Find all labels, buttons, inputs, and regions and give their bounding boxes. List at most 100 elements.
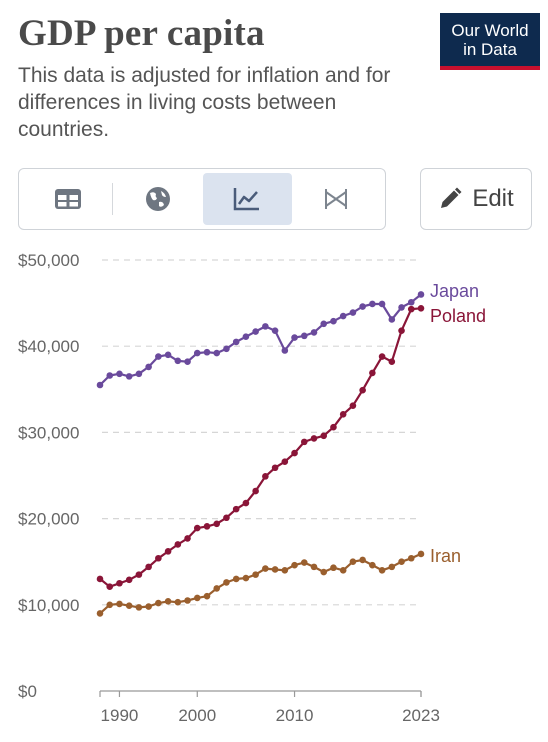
series-poland xyxy=(96,304,425,590)
data-point-iran xyxy=(388,563,396,571)
data-point-japan xyxy=(164,351,172,359)
y-tick-label: $20,000 xyxy=(18,510,79,529)
data-point-japan xyxy=(252,328,259,335)
data-point-japan xyxy=(291,334,298,341)
globe-icon xyxy=(145,187,170,211)
data-point-iran xyxy=(349,558,357,565)
data-point-japan xyxy=(232,338,240,346)
data-point-japan xyxy=(106,372,114,379)
data-point-japan xyxy=(184,358,191,366)
tab-table[interactable] xyxy=(23,173,112,225)
data-point-iran xyxy=(242,574,250,582)
data-point-poland xyxy=(281,458,289,466)
data-point-poland xyxy=(232,505,240,513)
data-point-iran xyxy=(203,592,211,600)
data-point-poland xyxy=(223,514,230,522)
tab-slope[interactable] xyxy=(292,173,381,225)
data-point-japan xyxy=(145,363,152,371)
tab-map[interactable] xyxy=(113,173,202,225)
y-tick-label: $30,000 xyxy=(18,423,79,442)
data-point-iran xyxy=(281,567,289,574)
data-point-iran xyxy=(320,568,328,576)
data-point-poland xyxy=(398,327,405,334)
data-point-poland xyxy=(378,353,386,360)
data-point-japan xyxy=(349,309,357,316)
data-point-poland xyxy=(96,575,104,583)
data-point-iran xyxy=(106,601,114,609)
y-tick-label: $0 xyxy=(18,682,37,701)
data-point-iran xyxy=(174,598,182,606)
data-point-poland xyxy=(320,432,328,440)
data-point-japan xyxy=(300,332,308,340)
data-point-poland xyxy=(310,435,318,442)
data-point-iran xyxy=(96,610,104,617)
data-point-japan xyxy=(174,357,182,365)
data-point-japan xyxy=(330,317,337,325)
data-point-iran xyxy=(407,554,415,562)
data-point-japan xyxy=(135,370,143,378)
edit-button[interactable]: Edit xyxy=(420,168,532,230)
data-point-iran xyxy=(369,561,376,569)
data-point-poland xyxy=(359,386,366,394)
x-tick-label: 2023 xyxy=(402,706,440,725)
data-point-poland xyxy=(145,563,152,571)
data-point-iran xyxy=(184,597,191,604)
data-point-japan xyxy=(359,303,366,310)
logo-line1: Our World xyxy=(451,21,529,40)
data-point-iran xyxy=(291,561,298,569)
data-point-japan xyxy=(378,300,386,308)
edit-button-label: Edit xyxy=(472,185,514,212)
data-point-poland xyxy=(407,305,415,313)
data-point-japan xyxy=(281,347,289,354)
data-point-poland xyxy=(349,402,357,409)
data-point-poland xyxy=(135,571,143,578)
data-point-iran xyxy=(193,594,201,602)
data-point-poland xyxy=(339,410,347,418)
data-point-japan xyxy=(320,320,328,328)
data-point-iran xyxy=(398,558,405,565)
series-line-poland xyxy=(99,307,422,588)
data-point-japan xyxy=(398,304,405,311)
data-point-poland xyxy=(300,438,308,446)
y-axis-tick-labels: $0 $10,000 $20,000 $30,000 $40,000 $50,000 xyxy=(18,251,79,701)
data-point-japan xyxy=(213,349,221,357)
data-point-poland xyxy=(125,576,133,584)
data-point-japan xyxy=(388,316,396,323)
logo-line2: in Data xyxy=(463,40,517,59)
line-chart: $0 $10,000 $20,000 $30,000 $40,000 $50,000 19… xyxy=(18,251,486,725)
data-point-japan xyxy=(242,333,250,341)
data-point-japan xyxy=(96,381,104,389)
data-point-poland xyxy=(388,358,396,366)
data-point-iran xyxy=(135,604,143,611)
y-tick-label: $10,000 xyxy=(18,596,79,615)
data-point-poland xyxy=(174,541,182,548)
data-point-poland xyxy=(213,520,221,528)
data-point-iran xyxy=(262,565,269,572)
data-point-poland xyxy=(116,579,123,587)
table-icon xyxy=(54,189,81,209)
data-point-japan xyxy=(407,298,415,306)
owid-logo[interactable]: Our World in Data xyxy=(440,13,540,70)
data-point-japan xyxy=(339,312,347,320)
series-label-iran: Iran xyxy=(430,546,461,566)
data-point-poland xyxy=(417,304,425,312)
data-point-iran xyxy=(213,585,221,592)
data-point-poland xyxy=(242,499,250,507)
data-point-iran xyxy=(359,556,366,564)
data-point-japan xyxy=(125,373,133,380)
data-point-iran xyxy=(330,564,337,572)
series-iran xyxy=(96,550,425,617)
series-label-japan: Japan xyxy=(430,281,479,301)
data-point-japan xyxy=(310,329,318,336)
tab-chart[interactable] xyxy=(202,173,292,225)
series-japan xyxy=(96,291,425,389)
series-line-japan xyxy=(99,293,422,386)
data-point-iran xyxy=(116,600,123,608)
tab-separator xyxy=(112,183,114,215)
line-chart-icon xyxy=(233,188,260,211)
x-axis: 1990 2000 2010 2023 xyxy=(99,690,440,725)
data-point-poland xyxy=(106,583,114,590)
series-lines xyxy=(96,291,425,617)
data-point-iran xyxy=(125,602,133,609)
data-point-iran xyxy=(164,598,172,605)
